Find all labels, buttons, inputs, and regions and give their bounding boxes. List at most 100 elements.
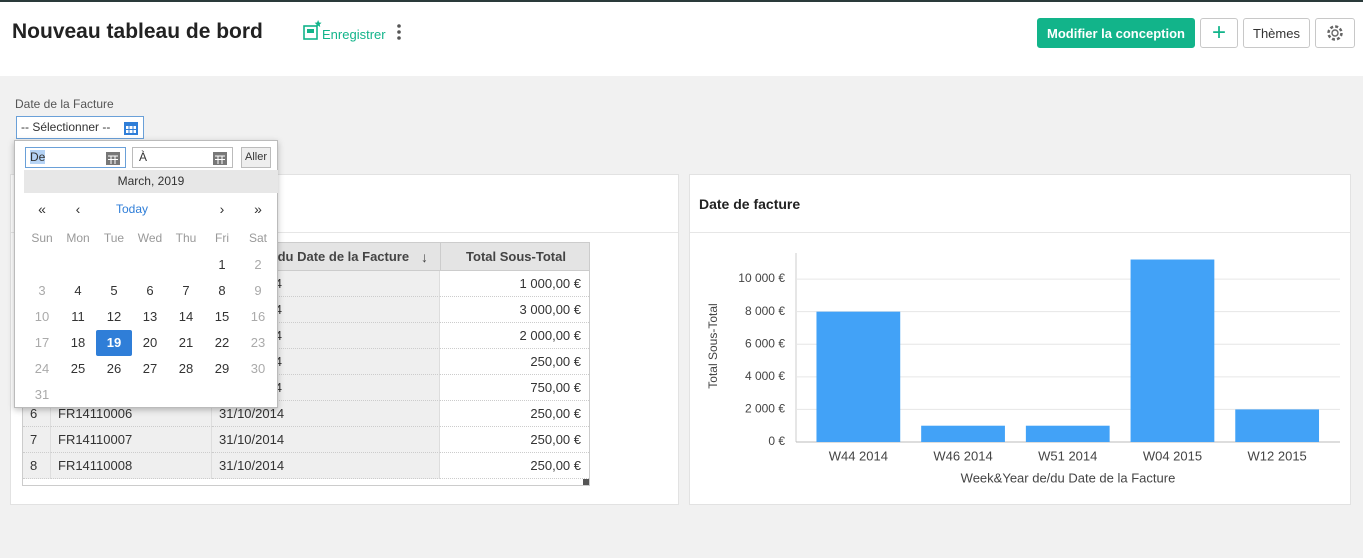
- x-axis-label: Week&Year de/du Date de la Facture: [961, 470, 1176, 485]
- calendar-day[interactable]: 17: [34, 335, 50, 350]
- calendar-day[interactable]: 29: [214, 361, 230, 376]
- chart-panel: Date de facture: [689, 174, 1351, 505]
- calendar-day[interactable]: 30: [250, 361, 266, 376]
- calendar-day[interactable]: 7: [182, 283, 190, 298]
- save-link[interactable]: Enregistrer: [322, 27, 386, 42]
- table-cell: 31/10/2014: [212, 401, 440, 427]
- table-cell: 7: [23, 427, 51, 453]
- bar: [1235, 409, 1320, 442]
- add-button[interactable]: +: [1200, 18, 1238, 48]
- table-cell: FR14110007: [51, 427, 212, 453]
- calendar-day[interactable]: 31: [34, 387, 50, 402]
- calendar-day[interactable]: 25: [70, 361, 86, 376]
- calendar-day[interactable]: 21: [178, 335, 194, 350]
- table-cell: FR14110008: [51, 453, 212, 479]
- calendar-day[interactable]: 11: [71, 309, 85, 324]
- table-cell: 250,00 €: [440, 401, 589, 427]
- calendar-day[interactable]: 1: [218, 257, 226, 272]
- weekday-label: Sun: [31, 231, 53, 245]
- weekday-label: Mon: [66, 231, 90, 245]
- bar-chart: 0 € 2 000 € 4 000 € 6 000 € 8 000 € 10 000 € T…: [706, 253, 1340, 485]
- calendar-day[interactable]: 22: [214, 335, 230, 350]
- column-header: /du Date de la Facture: [274, 249, 410, 264]
- calendar-day[interactable]: 2: [254, 257, 262, 272]
- x-tick-label: W04 2015: [1143, 448, 1202, 463]
- table-cell: 31/10/2014: [212, 427, 440, 453]
- calendar-icon: [106, 152, 120, 165]
- x-tick-label: W44 2014: [829, 448, 888, 463]
- calendar-day[interactable]: 5: [110, 283, 118, 298]
- x-tick-label: W46 2014: [933, 448, 992, 463]
- calendar-icon: [213, 152, 227, 165]
- x-tick-label: W51 2014: [1038, 448, 1097, 463]
- calendar-day[interactable]: 15: [214, 309, 230, 324]
- calendar-day[interactable]: 18: [70, 335, 86, 350]
- filter-label: Date de la Facture: [15, 97, 114, 111]
- calendar-day[interactable]: 28: [178, 361, 194, 376]
- table-cell: 750,00 €: [440, 375, 589, 401]
- to-text: À: [139, 150, 148, 164]
- calendar-day[interactable]: 9: [254, 283, 262, 298]
- y-tick-label: 6 000 €: [745, 336, 785, 350]
- table-cell: 3 000,00 €: [440, 297, 589, 323]
- calendar-day[interactable]: 13: [142, 309, 158, 324]
- from-text: De: [30, 150, 46, 164]
- sort-icon[interactable]: ↓: [421, 249, 428, 265]
- chart-title: Date de facture: [699, 196, 801, 212]
- date-picker: De À Aller March, 2019 « ‹ Today › » Sun Mon Tu…: [14, 140, 278, 408]
- calendar-day[interactable]: 12: [106, 309, 122, 324]
- y-tick-label: 8 000 €: [745, 304, 785, 318]
- calendar-day[interactable]: 3: [38, 283, 46, 298]
- calendar-nav[interactable]: ›: [219, 201, 225, 217]
- calendar-day[interactable]: 19: [96, 330, 132, 356]
- calendar-day[interactable]: 8: [218, 283, 226, 298]
- calendar-nav[interactable]: «: [38, 201, 46, 217]
- calendar-day[interactable]: 6: [146, 283, 154, 298]
- calendar-day[interactable]: 4: [74, 283, 82, 298]
- top-bar: Nouveau tableau de bord Enregistrer Modi…: [0, 0, 1363, 76]
- to-input[interactable]: À: [132, 147, 233, 168]
- calendar-day[interactable]: 24: [34, 361, 50, 376]
- calendar-icon: [124, 122, 138, 135]
- dashboard-title: Nouveau tableau de bord: [12, 20, 263, 43]
- table-cell: 250,00 €: [440, 453, 589, 479]
- calendar-day[interactable]: 16: [250, 309, 266, 324]
- weekday-label: Sat: [248, 231, 267, 245]
- bar: [1130, 259, 1215, 442]
- table-cell: 1 000,00 €: [440, 271, 589, 297]
- calendar-nav[interactable]: Today: [115, 202, 149, 216]
- calendar-day[interactable]: 20: [142, 335, 158, 350]
- from-input[interactable]: De: [25, 147, 126, 168]
- y-tick-label: 4 000 €: [745, 369, 785, 383]
- weekday-label: Fri: [215, 231, 229, 245]
- weekday-label: Tue: [103, 231, 125, 245]
- month-label: March, 2019: [24, 170, 278, 193]
- y-tick-label: 10 000 €: [738, 271, 785, 285]
- panel-divider: [690, 232, 1350, 233]
- design-button[interactable]: Modifier la conception: [1037, 18, 1195, 48]
- more-menu[interactable]: [395, 22, 403, 42]
- calendar-day[interactable]: 23: [250, 335, 266, 350]
- calendar-day[interactable]: 14: [178, 309, 194, 324]
- table-cell: 250,00 €: [440, 349, 589, 375]
- column-header: Total Sous-Total: [440, 243, 589, 271]
- calendar-day[interactable]: 26: [106, 361, 122, 376]
- calendar-day[interactable]: 10: [34, 309, 50, 324]
- date-select[interactable]: -- Sélectionner --: [16, 116, 144, 139]
- weekday-label: Thu: [175, 231, 197, 245]
- weekday-label: Wed: [137, 231, 163, 245]
- y-tick-label: 2 000 €: [745, 402, 785, 416]
- bar: [1025, 425, 1110, 442]
- table-cell: 8: [23, 453, 51, 479]
- table-cell: 250,00 €: [440, 427, 589, 453]
- calendar-nav[interactable]: ‹: [75, 201, 81, 217]
- table-cell: 2 000,00 €: [440, 323, 589, 349]
- select-text: -- Sélectionner --: [21, 120, 111, 134]
- calendar-nav[interactable]: »: [254, 201, 262, 217]
- go-button[interactable]: Aller: [241, 147, 271, 168]
- calendar-day[interactable]: 27: [142, 361, 158, 376]
- x-tick-label: W12 2015: [1248, 448, 1307, 463]
- settings-button[interactable]: [1315, 18, 1355, 48]
- themes-button[interactable]: Thèmes: [1243, 18, 1310, 48]
- bar: [816, 311, 901, 442]
